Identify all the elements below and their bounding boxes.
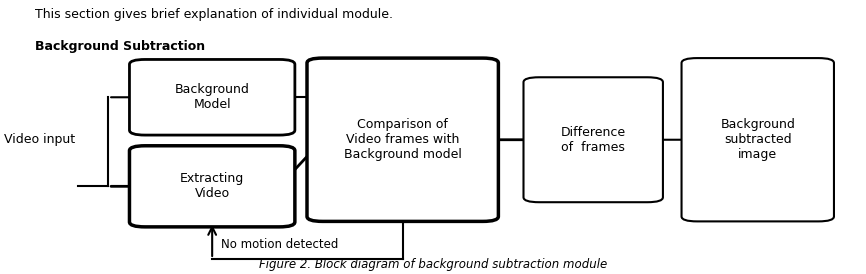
Text: Background
Model: Background Model — [175, 83, 249, 111]
Text: Video input: Video input — [4, 133, 75, 146]
Text: This section gives brief explanation of individual module.: This section gives brief explanation of … — [35, 8, 392, 21]
Text: Difference
of  frames: Difference of frames — [560, 126, 626, 154]
FancyBboxPatch shape — [307, 58, 499, 221]
Text: Extracting
Video: Extracting Video — [180, 172, 244, 200]
FancyBboxPatch shape — [129, 59, 294, 135]
Text: Comparison of
Video frames with
Background model: Comparison of Video frames with Backgrou… — [344, 118, 462, 161]
FancyBboxPatch shape — [523, 77, 663, 202]
Text: No motion detected: No motion detected — [221, 238, 339, 251]
Text: Figure 2. Block diagram of background subtraction module: Figure 2. Block diagram of background su… — [259, 258, 607, 271]
Text: Background Subtraction: Background Subtraction — [35, 40, 204, 53]
FancyBboxPatch shape — [682, 58, 834, 221]
FancyBboxPatch shape — [129, 146, 294, 227]
Text: Background
subtracted
image: Background subtracted image — [721, 118, 795, 161]
